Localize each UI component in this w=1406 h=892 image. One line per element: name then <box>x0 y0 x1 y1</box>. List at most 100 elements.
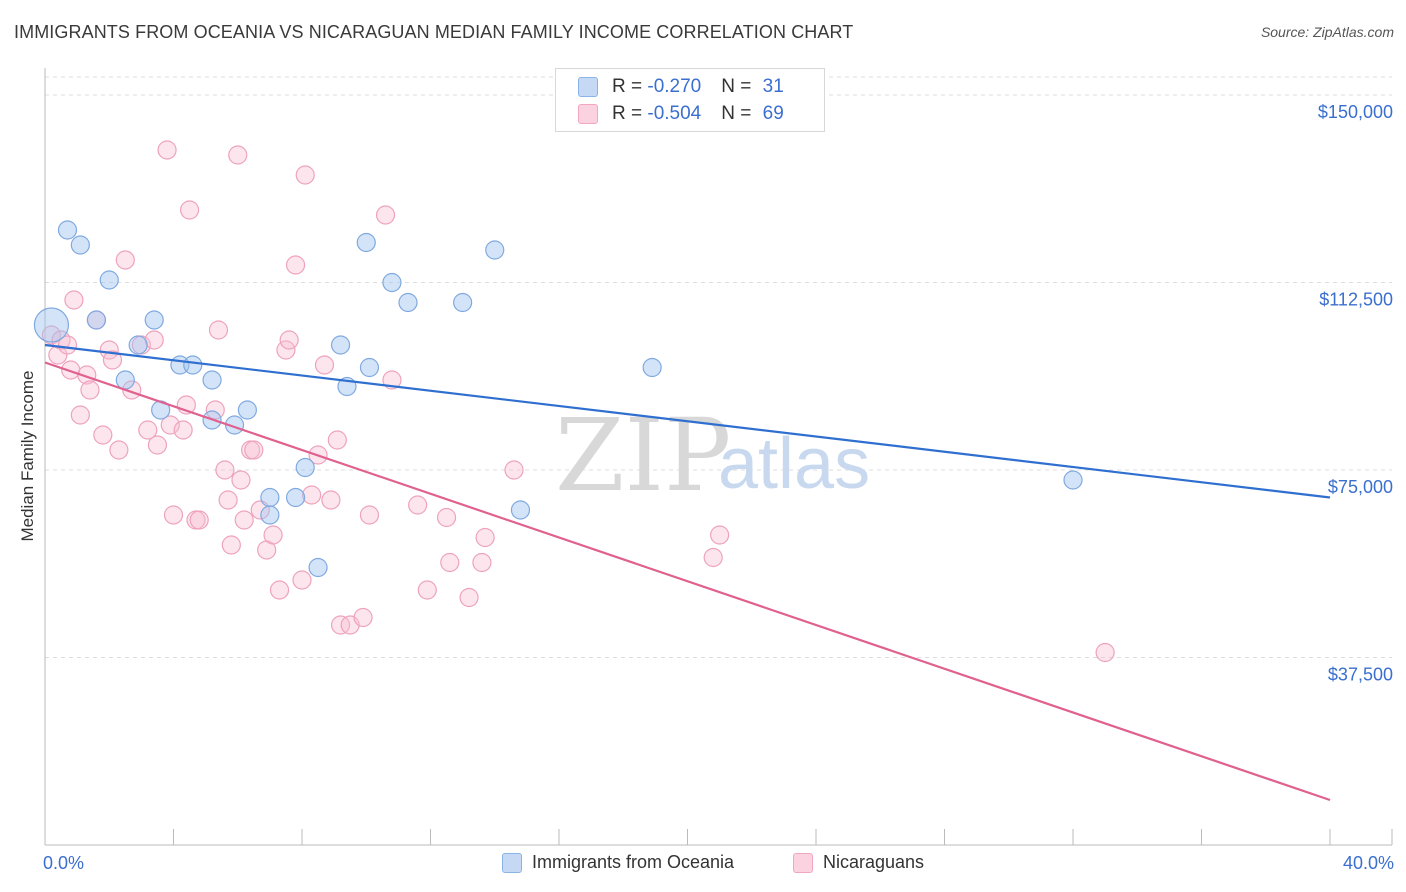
bottom-legend-swatch-nicaraguans <box>793 852 813 873</box>
oceania-point <box>70 235 90 255</box>
y-tick-labels: $37,500 $75,000 $112,500 $150,000 <box>1318 102 1393 685</box>
nicaraguan-point <box>218 490 238 510</box>
oceania-point <box>308 557 328 578</box>
y-tick-label: $75,000 <box>1328 477 1393 497</box>
nicaraguan-point <box>408 495 428 515</box>
y-tick-label: $150,000 <box>1318 102 1393 122</box>
y-tick-label: $37,500 <box>1328 665 1393 685</box>
nicaraguan-point <box>51 330 71 350</box>
x-tick-label: 40.0% <box>1343 853 1394 873</box>
bottom-legend-oceania: Immigrants from Oceania <box>502 852 734 873</box>
oceania-point <box>359 357 380 378</box>
oceania-point <box>57 220 78 240</box>
stats-legend: R = -0.270 N = 31 R = -0.504 N = 69 <box>555 68 825 132</box>
nicaraguan-point <box>115 250 135 270</box>
trend-lines <box>44 343 1331 802</box>
legend-r-value-oceania: -0.270 <box>647 76 702 97</box>
nicaraguan-point <box>710 525 730 545</box>
oceania-point <box>33 307 70 343</box>
nicaraguan-point <box>353 607 373 628</box>
nicaraguan-point <box>64 290 84 310</box>
nicaraguan-point <box>163 505 184 525</box>
y-axis-label: Median Family Income <box>18 370 37 542</box>
nicaraguan-point <box>215 460 235 480</box>
nicaraguan-point <box>375 205 396 225</box>
nicaraguan-point <box>263 525 283 545</box>
trend-line-oceania <box>44 343 1331 499</box>
oceania-point <box>356 232 376 253</box>
watermark-atlas: atlas <box>718 424 870 504</box>
oceania-point <box>330 335 351 355</box>
trend-line-nicaraguans <box>44 361 1331 802</box>
oceania-point <box>642 357 662 378</box>
oceania-point <box>1063 470 1083 490</box>
nicaraguan-point <box>327 430 347 450</box>
nicaraguan-point <box>417 580 437 600</box>
nicaraguan-point <box>189 510 209 530</box>
y-tick-label: $112,500 <box>1319 290 1393 310</box>
oceania-point <box>295 457 315 478</box>
nicaraguan-point <box>279 330 299 350</box>
nicaraguan-point <box>228 145 248 165</box>
legend-row-nicaraguans: R = -0.504 N = 69 <box>578 101 784 127</box>
nicaraguan-point <box>138 420 158 440</box>
nicaraguan-point <box>504 460 524 480</box>
gridlines <box>45 76 1392 658</box>
nicaraguan-point <box>244 440 264 460</box>
oceania-point <box>485 240 505 260</box>
nicaraguan-point <box>80 380 100 400</box>
nicaraguan-point <box>269 580 290 600</box>
nicaraguan-point <box>173 420 193 440</box>
watermark-zip: ZIP <box>555 397 731 514</box>
nicaraguan-point <box>475 527 495 548</box>
oceania-point <box>183 355 203 375</box>
nicaraguan-point <box>93 425 113 445</box>
nicaraguan-point <box>157 140 177 160</box>
oceania-point <box>285 487 306 508</box>
nicaraguan-point <box>102 350 123 370</box>
oceania-point <box>453 292 473 313</box>
nicaraguan-point <box>321 490 341 510</box>
nicaraguan-point <box>302 485 322 505</box>
nicaraguan-point <box>703 547 723 568</box>
legend-r-label: R = <box>612 76 648 97</box>
oceania-point <box>260 487 280 508</box>
nicaraguan-point <box>144 330 164 350</box>
oceania-point <box>144 310 164 330</box>
nicaraguan-point <box>382 370 402 390</box>
legend-swatch-oceania <box>578 77 598 97</box>
nicaraguan-point <box>314 355 335 375</box>
nicaraguan-point <box>292 570 312 590</box>
nicaraguan-point <box>436 507 457 528</box>
legend-swatch-nicaraguans <box>578 104 598 124</box>
nicaraguan-point <box>231 470 251 490</box>
x-tick-label: 0.0% <box>43 853 84 873</box>
nicaraguan-point <box>330 615 351 635</box>
chart-title: IMMIGRANTS FROM OCEANIA VS NICARAGUAN ME… <box>14 22 854 42</box>
oceania-point <box>115 370 135 390</box>
legend-r-label: R = <box>612 103 648 124</box>
oceania-point <box>99 270 119 290</box>
x-tick-labels: 0.0% 40.0% <box>43 853 1394 873</box>
nicaraguan-point <box>459 587 479 608</box>
bottom-legend-label-nicaraguans: Nicaraguans <box>823 852 925 872</box>
nicaraguan-point <box>359 505 380 525</box>
legend-row-oceania: R = -0.270 N = 31 <box>578 74 784 100</box>
oceania-point <box>260 505 280 525</box>
chart-source: Source: ZipAtlas.com <box>1260 24 1394 40</box>
bottom-legend-label-oceania: Immigrants from Oceania <box>532 852 735 872</box>
oceania-point <box>382 272 402 293</box>
oceania-point <box>398 292 418 313</box>
nicaraguan-point <box>285 255 306 275</box>
nicaraguan-point <box>41 325 62 345</box>
nicaraguan-point <box>221 535 241 555</box>
series-nicaraguans <box>41 140 1115 663</box>
legend-r-value-nicaraguans: -0.504 <box>647 103 702 124</box>
oceania-point <box>237 400 257 420</box>
nicaraguan-point <box>160 415 180 435</box>
oceania-point <box>128 335 148 355</box>
axes <box>44 68 1393 846</box>
bottom-legend-swatch-oceania <box>502 852 522 873</box>
nicaraguan-point <box>440 552 460 573</box>
